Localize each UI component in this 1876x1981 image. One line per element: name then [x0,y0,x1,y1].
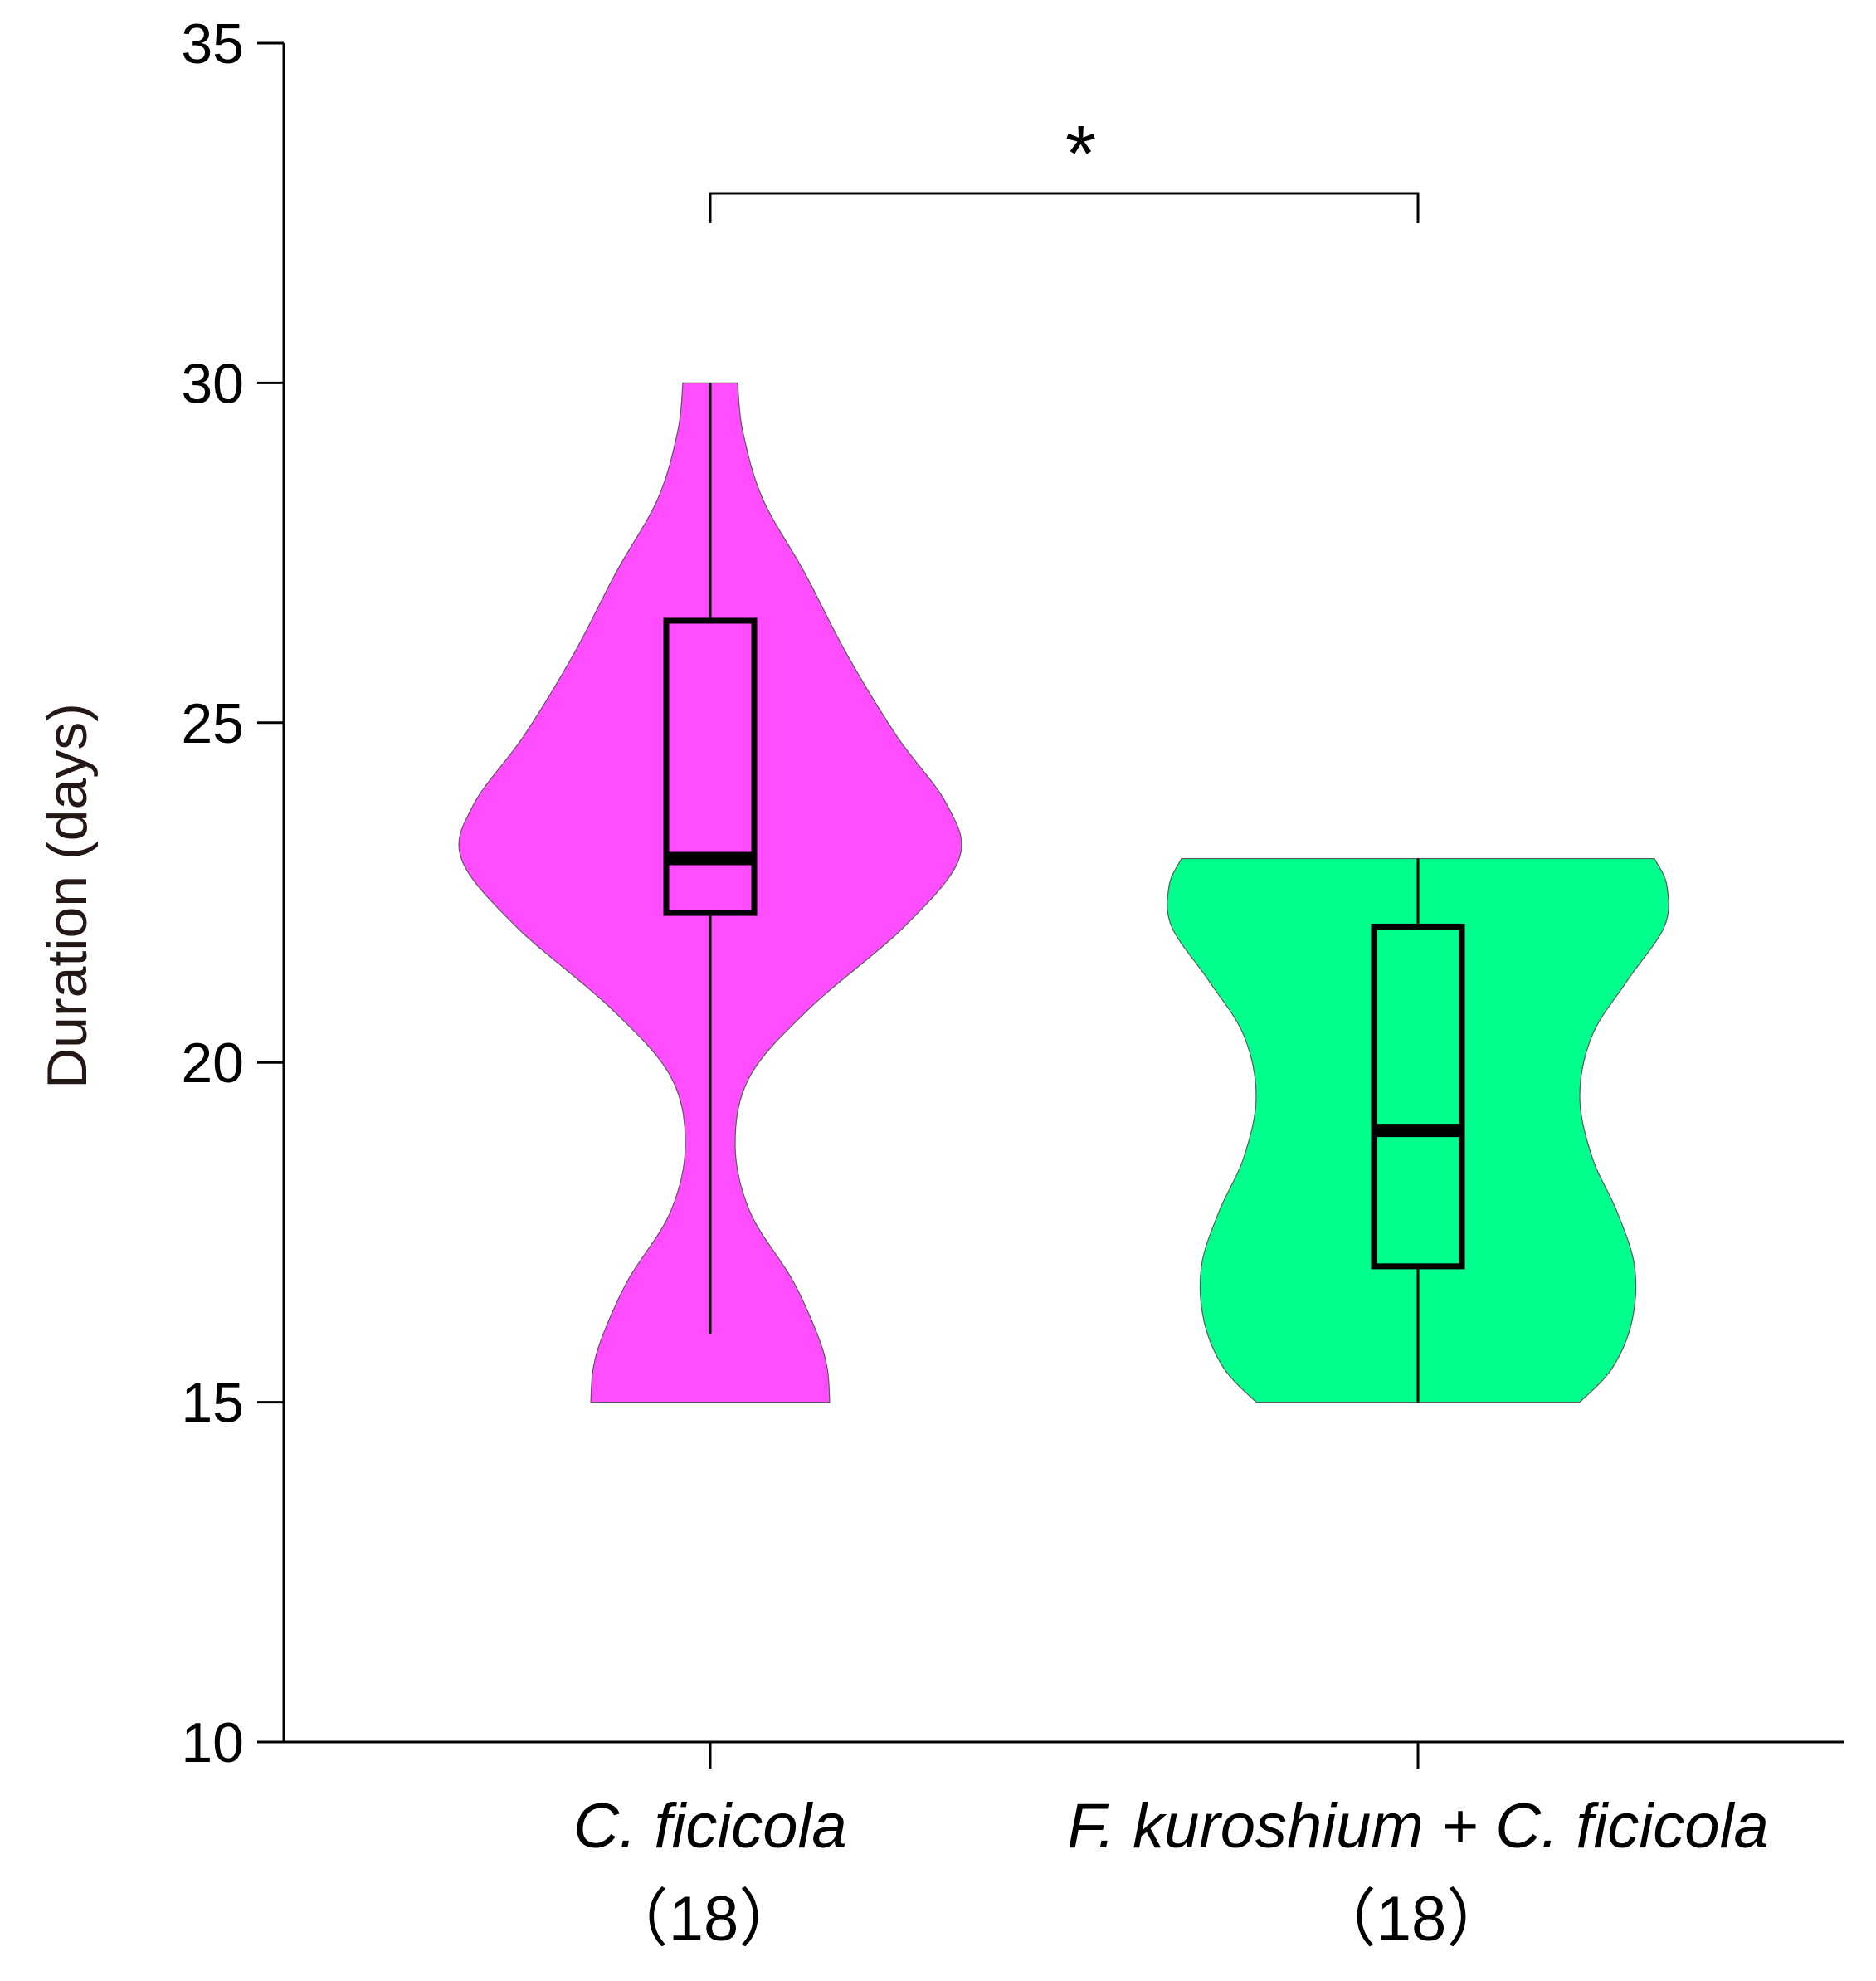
violins-layer [458,382,1669,1403]
y-tick-label: 15 [181,1372,244,1435]
y-tick-label: 25 [181,692,244,755]
axes-layer [282,43,1844,1744]
x-category-label: F. kuroshium + C. ficicola [1067,1791,1768,1861]
x-sample-size-label: （18） [1313,1884,1510,1954]
y-tick-label: 10 [181,1711,244,1774]
x-category-label: C. ficicola [573,1791,846,1861]
iqr-box [1371,923,1465,1270]
significance-label: * [1065,110,1096,198]
y-tick-label: 30 [181,352,244,415]
x-ticks: C. ficicola （18） F. kuroshium + C. ficicol… [573,1742,1769,1954]
y-ticks: 10 15 20 25 30 35 [181,12,284,1774]
violin-shape [458,382,962,1403]
significance-bracket [709,192,1420,223]
y-axis-label: Duration (days) [36,703,99,1089]
y-tick-label: 20 [181,1032,244,1095]
boxplots-layer [663,383,1465,1403]
significance-layer: * [709,110,1420,223]
iqr-box [663,617,758,916]
y-tick-label: 35 [181,12,244,76]
x-sample-size-label: （18） [606,1884,802,1954]
